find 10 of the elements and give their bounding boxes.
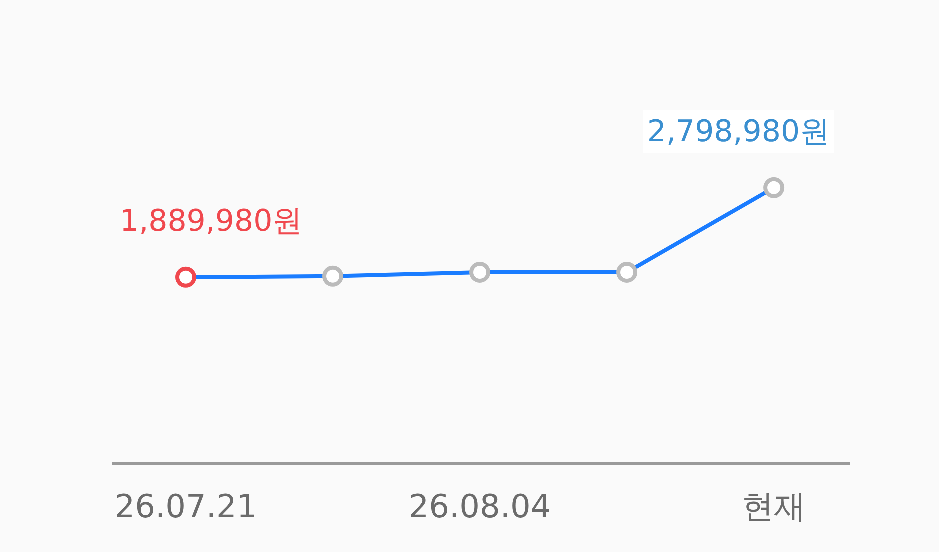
point — [764, 177, 785, 198]
data-label: 2,798,980원 — [647, 114, 830, 150]
point — [176, 266, 197, 288]
point — [616, 262, 638, 283]
point — [322, 266, 344, 287]
x-tick-label: 26.08.04 — [408, 488, 552, 526]
x-tick-label: 현재 — [742, 488, 806, 526]
x-tick-label: 26.07.21 — [114, 488, 258, 526]
point — [470, 262, 491, 283]
data-label: 1,889,980원 — [120, 204, 303, 239]
